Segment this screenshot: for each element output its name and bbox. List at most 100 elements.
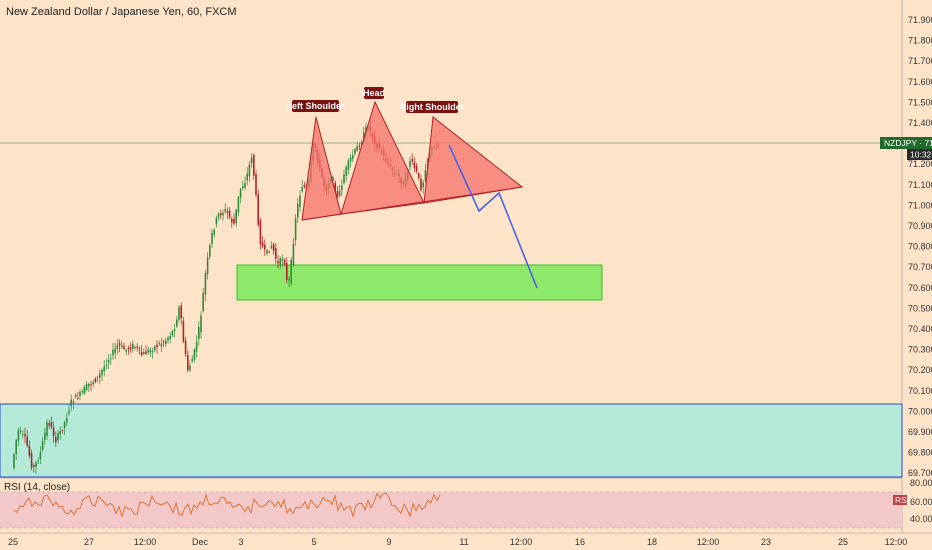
candle-body (162, 341, 165, 343)
candle-body (17, 430, 20, 441)
candle-body (151, 350, 154, 352)
candle-body (409, 161, 411, 168)
candle-body (264, 244, 266, 250)
label-right-shoulder: Right Shoulder (400, 101, 465, 113)
candle-body (226, 211, 229, 213)
label-head: Head (363, 87, 385, 99)
candle-body (220, 213, 222, 216)
price-tick-label: 70.800 (908, 242, 932, 252)
svg-text:40.00: 40.00 (910, 514, 932, 524)
candle-body (193, 349, 196, 360)
candle-body (182, 320, 185, 342)
symbol-price-tag: NZDJPY · 71.304 10:32 (880, 137, 932, 160)
candle-body (132, 343, 134, 349)
svg-text:10:32: 10:32 (910, 150, 932, 160)
candle-body (110, 358, 112, 360)
candle-body (81, 391, 83, 393)
candle-body (360, 142, 363, 145)
candle-body (217, 213, 220, 218)
candle-body (180, 305, 182, 319)
candle-body (66, 417, 68, 423)
candle-body (222, 212, 224, 216)
candle-body (63, 422, 66, 429)
candle-body (171, 331, 174, 336)
candle-body (77, 397, 79, 399)
svg-text:80.00: 80.00 (910, 478, 932, 488)
candle-body (158, 343, 160, 345)
price-tick-label: 70.300 (908, 345, 932, 355)
candle-body (341, 185, 343, 191)
price-tick-label: 71.400 (908, 118, 932, 128)
price-tick-label: 70.000 (908, 406, 932, 416)
candle-body (303, 185, 306, 187)
candle-body (354, 149, 356, 154)
candle-body (134, 346, 136, 348)
candle-body (50, 422, 53, 428)
candle-body (281, 258, 284, 262)
rsi-badge: RSI (893, 495, 909, 505)
time-tick-label: 25 (838, 537, 848, 547)
candle-body (358, 146, 361, 147)
price-tick-label: 70.500 (908, 303, 932, 313)
candle-body (26, 436, 28, 446)
candle-body (413, 162, 416, 168)
candle-body (48, 423, 50, 426)
price-axis (902, 0, 932, 550)
candle-body (270, 246, 273, 248)
time-tick-label: 18 (647, 537, 657, 547)
candle-body (37, 460, 39, 462)
candle-body (136, 346, 138, 348)
time-tick-label: 9 (386, 537, 391, 547)
candle-body (30, 453, 33, 468)
candle-body (286, 263, 288, 281)
candle-body (266, 250, 268, 254)
neckline (301, 186, 523, 221)
candle-body (277, 261, 279, 264)
candle-body (165, 340, 167, 345)
candle-body (129, 347, 132, 350)
candle-body (112, 349, 114, 356)
candle-body (231, 218, 233, 223)
candle-body (118, 342, 121, 346)
candle-body (143, 352, 145, 355)
candle-body (211, 232, 213, 245)
candle-body (79, 392, 81, 397)
candle-body (259, 220, 262, 245)
candle-body (103, 366, 105, 372)
candle-body (242, 186, 244, 189)
candle-body (338, 190, 341, 196)
head-shoulders-pattern[interactable] (301, 100, 524, 221)
candle-body (261, 242, 264, 247)
candle-body (343, 174, 345, 184)
price-tick-label: 71.700 (908, 56, 932, 66)
candle-body (178, 307, 180, 320)
support-zone[interactable] (236, 264, 603, 301)
candle-body (127, 347, 130, 350)
candle-body (125, 349, 127, 352)
price-tick-label: 69.800 (908, 448, 932, 458)
svg-text:NZDJPY · 71.304: NZDJPY · 71.304 (884, 138, 932, 148)
candle-body (200, 315, 202, 333)
time-tick-label: 12:00 (510, 537, 533, 547)
candle-body (61, 430, 64, 432)
candle-body (55, 437, 57, 443)
candle-body (101, 369, 103, 375)
candle-body (22, 434, 24, 435)
demand-zone[interactable] (0, 403, 903, 478)
candle-body (250, 157, 253, 164)
rsi-title: RSI (14, close) (4, 482, 71, 493)
candle-body (336, 190, 339, 198)
candle-body (145, 351, 147, 354)
price-tick-label: 69.700 (908, 468, 932, 478)
candle-body (116, 345, 119, 349)
candle-body (198, 327, 200, 340)
projection-path[interactable] (448, 144, 538, 289)
time-tick-label: 27 (84, 537, 94, 547)
candle-body (189, 365, 191, 371)
candle-body (72, 401, 75, 403)
candle-body (114, 348, 116, 354)
candle-body (121, 345, 123, 348)
price-tick-label: 70.700 (908, 262, 932, 272)
